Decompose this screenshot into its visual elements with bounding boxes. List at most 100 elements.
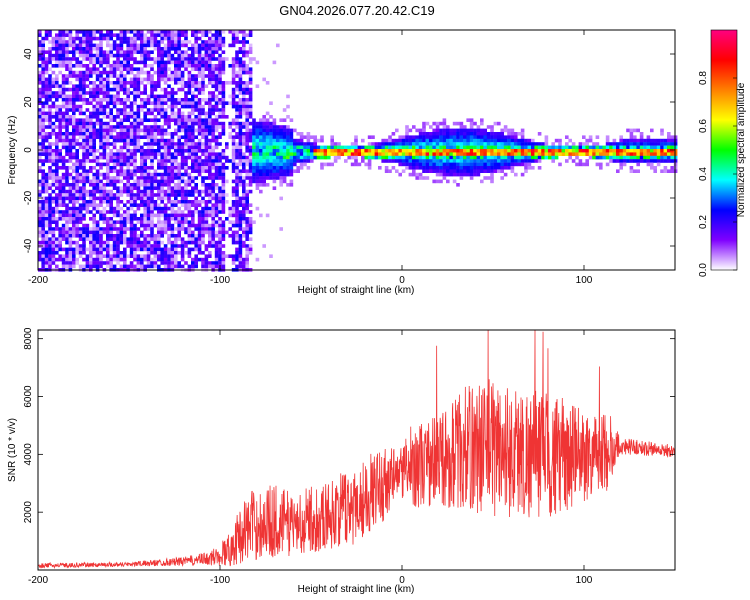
heatmap-cell [466,169,470,173]
heatmap-cell [238,251,243,255]
heatmap-cell [252,118,256,122]
heatmap-cell [48,247,52,252]
heatmap-cell [140,162,144,167]
heatmap-cell [68,50,73,54]
heatmap-cell [85,53,90,58]
heatmap-cell [116,121,120,126]
heatmap-cell [238,84,243,88]
heatmap-cell [99,43,103,48]
heatmap-cell [153,257,158,262]
heatmap-cell [180,196,185,201]
heatmap-cell [116,77,120,82]
heatmap-cell [51,172,56,177]
heatmap-cell [187,247,192,252]
heatmap-cell [197,91,202,95]
heatmap-cell [327,145,331,150]
heatmap-cell [520,132,525,136]
heatmap-cell [92,115,96,119]
heatmap-cell [157,104,161,109]
heatmap-cell [55,47,59,51]
heatmap-cell [170,257,175,262]
heatmap-cell [231,162,236,167]
heatmap-cell [282,145,287,150]
heatmap-cell [72,247,76,252]
heatmap-cell [187,118,192,122]
heatmap-cell [95,206,100,211]
heatmap-cell [310,155,314,160]
heatmap-cell [44,217,49,221]
heatmap-cell [38,64,42,68]
heatmap-cell [75,213,79,218]
heatmap-cell [252,145,256,150]
heatmap-cell [82,91,86,95]
heatmap-cell [510,138,515,143]
heatmap-cell [544,142,549,146]
heatmap-cell [184,149,188,153]
heatmap-cell [51,183,56,187]
heatmap-cell [296,159,300,163]
heatmap-cell [629,142,634,146]
heatmap-cell [48,121,52,126]
heatmap-cell [99,138,103,143]
heatmap-cell [636,142,640,146]
heatmap-cell [160,138,164,143]
heatmap-cell [524,155,528,160]
heatmap-cell [126,111,130,116]
heatmap-cell [197,84,202,88]
heatmap-cell [354,162,358,167]
heatmap-cell [571,149,576,153]
heatmap-cell [167,183,171,187]
heatmap-cell [163,169,168,173]
heatmap-cell [51,128,56,133]
heatmap-cell [92,203,96,207]
heatmap-cell [235,145,239,150]
heatmap-cell [208,210,212,214]
heatmap-cell [68,145,73,150]
heatmap-cell [214,206,219,211]
heatmap-cell [412,138,416,143]
heatmap-cell [170,217,175,221]
heatmap-cell [265,169,270,173]
heatmap-cell [408,152,413,156]
heatmap-cell [85,47,90,51]
heatmap-cell [112,176,117,180]
heatmap-cell [191,142,195,146]
heatmap-cell [123,74,127,78]
heatmap-cell [58,203,62,207]
heatmap-cell [395,128,399,133]
heatmap-cell [262,176,266,180]
heatmap-cell [99,87,103,92]
heatmap-cell [242,264,246,269]
heatmap-cell [99,162,103,167]
heatmap-cell [242,261,246,265]
heatmap-cell [153,176,158,180]
heatmap-cell [102,33,107,37]
heatmap-cell [221,230,226,235]
heatmap-cell [248,135,253,139]
heatmap-cell [439,166,443,170]
heatmap-cell [157,132,161,136]
heatmap-cell [61,47,66,51]
heatmap-cell [136,145,141,150]
heatmap-cell [163,155,168,160]
heatmap-cell [174,183,178,187]
heatmap-cell [221,203,226,207]
heatmap-cell [102,81,107,85]
heatmap-cell [140,159,144,163]
heatmap-cell [184,172,188,177]
heatmap-cell [136,142,141,146]
heatmap-cell [401,145,406,150]
heatmap-cell [163,47,168,51]
heatmap-cell [221,251,226,255]
heatmap-cell [194,142,198,146]
heatmap-cell [170,108,175,112]
heatmap-cell [272,145,277,150]
heatmap-cell [384,155,389,160]
heatmap-cell [85,135,90,139]
heatmap-cell [238,220,243,224]
heatmap-cell [242,98,246,102]
heatmap-cell [55,162,59,167]
heatmap-cell [99,210,103,214]
heatmap-cell [228,135,232,139]
heatmap-cell [497,142,501,146]
